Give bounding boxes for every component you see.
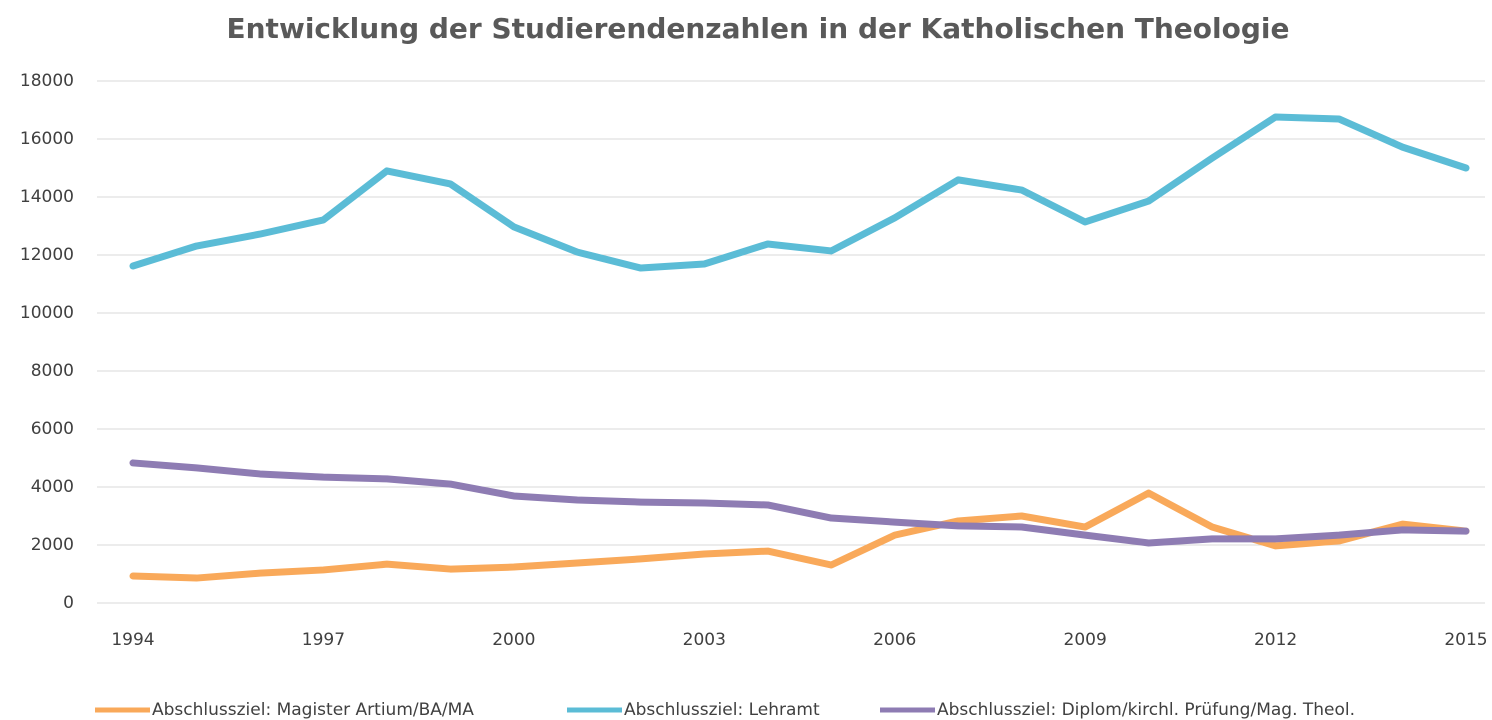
series-line [129, 459, 1470, 547]
y-tick-label: 14000 [20, 187, 74, 207]
y-tick-label: 12000 [20, 245, 74, 265]
x-tick-label: 2000 [492, 630, 535, 650]
x-tick-label: 2009 [1064, 630, 1107, 650]
y-tick-label: 10000 [20, 303, 74, 323]
x-tick-label: 1997 [302, 630, 345, 650]
y-tick-label: 6000 [31, 419, 74, 439]
y-tick-label: 8000 [31, 361, 74, 381]
series-line [129, 113, 1470, 272]
x-tick-label: 1994 [111, 630, 154, 650]
x-tick-label: 2015 [1444, 630, 1487, 650]
x-tick-label: 2003 [683, 630, 726, 650]
y-tick-label: 2000 [31, 535, 74, 555]
y-tick-label: 4000 [31, 477, 74, 497]
legend-label: Abschlussziel: Magister Artium/BA/MA [152, 700, 474, 720]
y-tick-label: 16000 [20, 129, 74, 149]
chart-title: Entwicklung der Studierendenzahlen in de… [227, 12, 1290, 45]
legend-label: Abschlussziel: Diplom/kirchl. Prüfung/Ma… [937, 700, 1355, 720]
x-tick-label: 2006 [873, 630, 916, 650]
x-tick-label: 2012 [1254, 630, 1297, 650]
y-tick-label: 18000 [20, 71, 74, 91]
legend-label: Abschlussziel: Lehramt [624, 700, 820, 720]
y-tick-label: 0 [63, 593, 74, 613]
